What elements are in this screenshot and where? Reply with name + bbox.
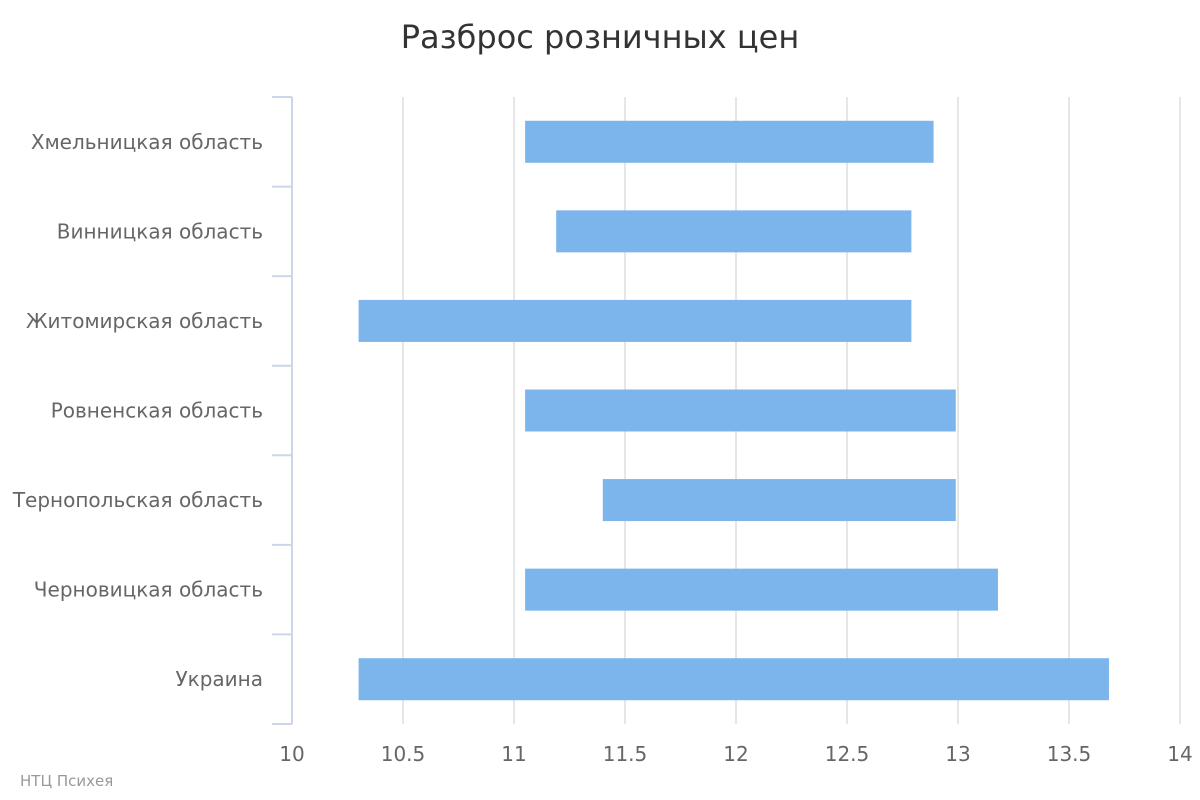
x-tick-label: 13.5 xyxy=(1047,742,1092,766)
range-bars xyxy=(358,120,1109,701)
credit-label[interactable]: НТЦ Психея xyxy=(20,772,114,790)
x-tick-label: 11 xyxy=(501,742,526,766)
range-bar[interactable] xyxy=(602,479,956,522)
category-labels: Хмельницкая область Винницкая область Жито… xyxy=(12,130,263,691)
x-tick-label: 12.5 xyxy=(825,742,870,766)
category-label: Житомирская область xyxy=(26,309,263,333)
range-bar[interactable] xyxy=(358,299,912,342)
x-tick-label: 14 xyxy=(1167,742,1192,766)
x-tick-labels: 10 10.5 11 11.5 12 12.5 13 13.5 14 xyxy=(279,742,1192,766)
chart-title: Разброс розничных цен xyxy=(401,18,800,56)
x-tick-label: 11.5 xyxy=(603,742,648,766)
category-axis xyxy=(272,96,293,725)
x-tick-label: 10 xyxy=(279,742,304,766)
x-tick-label: 12 xyxy=(723,742,748,766)
category-label: Украина xyxy=(175,667,263,691)
x-tick-label: 13 xyxy=(945,742,970,766)
category-label: Винницкая область xyxy=(57,219,263,243)
range-bar[interactable] xyxy=(525,389,956,432)
range-bar[interactable] xyxy=(525,568,998,611)
category-label: Хмельницкая область xyxy=(31,130,263,154)
category-label: Тернопольская область xyxy=(12,488,263,512)
category-label: Ровненская область xyxy=(51,399,263,423)
range-bar[interactable] xyxy=(358,658,1109,701)
range-bar[interactable] xyxy=(556,210,912,253)
x-tick-label: 10.5 xyxy=(381,742,426,766)
category-label: Черновицкая область xyxy=(34,578,263,602)
range-bar[interactable] xyxy=(525,120,934,163)
